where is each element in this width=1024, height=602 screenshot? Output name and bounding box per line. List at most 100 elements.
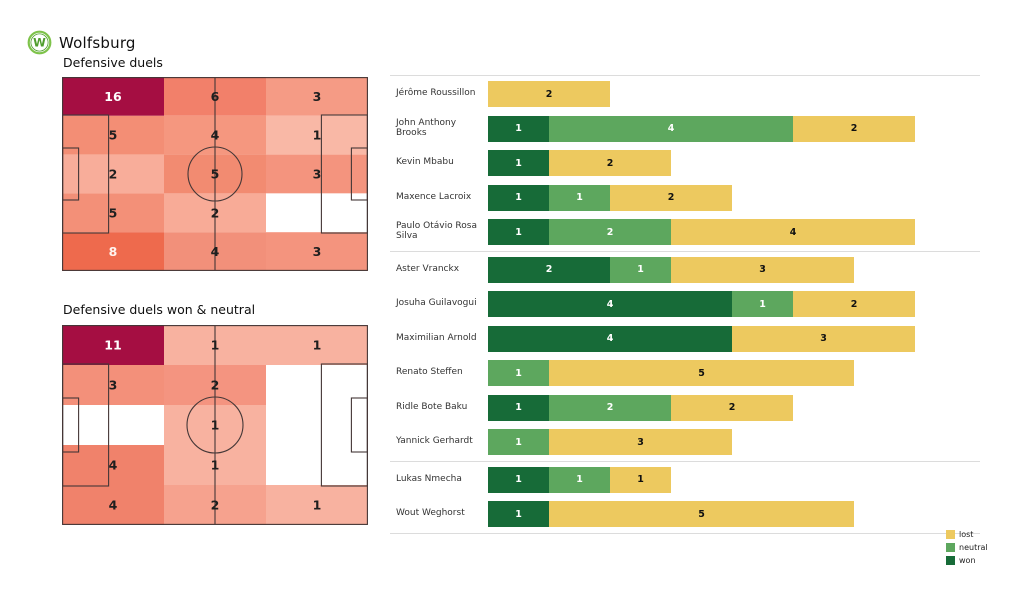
legend-swatch-neutral — [946, 543, 955, 552]
bar-segment-won: 4 — [488, 291, 732, 318]
player-group: Lukas Nmecha 1 1 1 Wout Weghorst 1 5 — [390, 462, 980, 534]
heatmap-cell — [266, 77, 368, 116]
heatmap-cell-value: 4 — [211, 244, 220, 259]
player-name-label: Wout Weghorst — [396, 508, 465, 519]
bar-segment-lost: 2 — [793, 115, 915, 142]
heatmap-cell — [62, 485, 164, 525]
heatmap-cell-value: 3 — [313, 244, 322, 259]
bar-segment-neutral: 1 — [610, 256, 671, 283]
player-row: Renato Steffen 1 5 — [390, 356, 980, 391]
heatmap-cell-value: 4 — [211, 128, 220, 143]
heatmap-cell-value: 5 — [211, 167, 220, 182]
player-row: John Anthony Brooks 1 4 2 — [390, 112, 980, 147]
bar-segment-won: 1 — [488, 219, 549, 246]
player-name-label: Aster Vranckx — [396, 263, 460, 274]
legend-label: won — [959, 556, 976, 565]
bar-segment-won: 1 — [488, 466, 549, 493]
duels-bar-chart: Jérôme Roussillon 2 John Anthony Brooks 1 4 2… — [390, 75, 980, 534]
player-name-label: Maximilian Arnold — [396, 332, 477, 343]
player-row: Wout Weghorst 1 5 — [390, 497, 980, 532]
player-row: Yannick Gerhardt 1 3 — [390, 425, 980, 460]
bar-segment-lost: 3 — [549, 429, 732, 456]
heatmap-cell-value: 4 — [109, 498, 118, 513]
chart-legend: lost neutral won — [946, 530, 988, 569]
player-name-label: Josuha Guilavogui — [396, 298, 477, 309]
player-name-label: Renato Steffen — [396, 367, 463, 378]
player-row: Maximilian Arnold 4 3 — [390, 322, 980, 357]
heatmap-cell-value: 5 — [109, 128, 118, 143]
heatmap-cell — [62, 77, 164, 116]
bar-segment-neutral: 4 — [549, 115, 793, 142]
heatmap-cell-value: 3 — [313, 89, 322, 104]
bar-segment-won: 1 — [488, 150, 549, 177]
bar-segment-lost: 2 — [488, 81, 610, 108]
heatmap-cell-value: 2 — [109, 167, 118, 182]
heatmap-cell-value: 1 — [313, 498, 322, 513]
stacked-bar: 2 — [488, 81, 610, 108]
pitch-heatmap-defensive-duels: 16 6 3 5 4 1 2 5 3 5 2 8 4 3 — [62, 77, 368, 271]
player-name-label: John Anthony Brooks — [396, 117, 457, 138]
player-row: Kevin Mbabu 1 2 — [390, 146, 980, 181]
legend-swatch-won — [946, 556, 955, 565]
legend-item-won: won — [946, 556, 988, 565]
player-group: Jérôme Roussillon 2 John Anthony Brooks 1 4 2… — [390, 76, 980, 252]
player-name-label: Jérôme Roussillon — [396, 88, 476, 99]
heatmap-cell-value: 4 — [109, 458, 118, 473]
heatmap-cell — [266, 325, 368, 365]
heatmap-cell — [266, 193, 368, 233]
bar-segment-lost: 4 — [671, 219, 915, 246]
player-name-label: Maxence Lacroix — [396, 191, 472, 202]
team-header: W Wolfsburg — [27, 30, 136, 55]
heatmap-cell-value: 2 — [211, 378, 220, 393]
heatmap-cell — [266, 485, 368, 525]
heatmap-cell — [266, 445, 368, 485]
heatmap-cell-value: 5 — [109, 205, 118, 220]
pitch-markings — [62, 77, 368, 271]
heatmap-cell — [266, 232, 368, 271]
team-name: Wolfsburg — [59, 33, 136, 52]
heatmap-cell — [266, 365, 368, 405]
heatmap-cell-value: 1 — [211, 418, 220, 433]
bar-segment-lost: 2 — [671, 394, 793, 421]
heatmap-cell — [62, 325, 164, 365]
player-name-label: Ridle Bote Baku — [396, 401, 468, 412]
player-row: Josuha Guilavogui 4 1 2 — [390, 287, 980, 322]
bar-segment-lost: 1 — [610, 466, 671, 493]
bar-segment-lost: 2 — [793, 291, 915, 318]
heatmap-cell-value: 11 — [104, 338, 121, 353]
wolfsburg-logo-icon: W — [27, 30, 52, 55]
bar-segment-won: 1 — [488, 394, 549, 421]
pitch-markings — [62, 325, 368, 525]
bar-segment-neutral: 2 — [549, 394, 671, 421]
bar-segment-neutral: 1 — [488, 429, 549, 456]
legend-item-lost: lost — [946, 530, 988, 539]
bar-segment-lost: 3 — [732, 325, 915, 352]
heatmap-cell — [62, 232, 164, 271]
player-row: Lukas Nmecha 1 1 1 — [390, 463, 980, 498]
player-name-label: Paulo Otávio Rosa Silva — [396, 221, 477, 242]
pitch-heatmap-duels-won-neutral: 11 1 1 3 2 1 4 1 4 2 1 — [62, 325, 368, 525]
heatmap-cell-value: 2 — [211, 205, 220, 220]
bar-segment-neutral: 1 — [549, 184, 610, 211]
player-row: Maxence Lacroix 1 1 2 — [390, 181, 980, 216]
player-row: Paulo Otávio Rosa Silva 1 2 4 — [390, 215, 980, 250]
bar-segment-won: 1 — [488, 115, 549, 142]
legend-label: lost — [959, 530, 974, 539]
bar-segment-won: 1 — [488, 184, 549, 211]
bar-segment-neutral: 1 — [488, 360, 549, 387]
bar-segment-lost: 5 — [549, 501, 854, 528]
player-row: Aster Vranckx 2 1 3 — [390, 253, 980, 288]
player-group: Aster Vranckx 2 1 3 Josuha Guilavogui 4 1 2 Maxi… — [390, 252, 980, 462]
bar-segment-lost: 2 — [610, 184, 732, 211]
heatmap-cell-value: 1 — [313, 128, 322, 143]
